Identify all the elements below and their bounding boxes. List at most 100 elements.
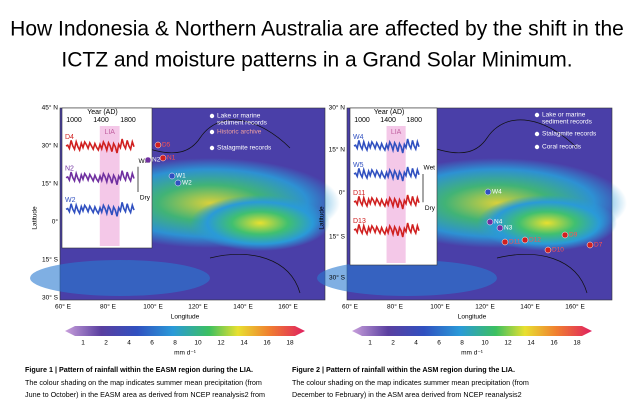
lon-tick-label: 80° E <box>387 303 404 311</box>
lon-tick-label: 140° E <box>520 303 540 311</box>
lia-label: LIA <box>104 129 115 136</box>
colorbar-tick-label: 8 <box>460 340 464 347</box>
wet-label: Wet <box>424 164 436 171</box>
caption-title: Figure 2 | Pattern of rainfall within th… <box>292 365 515 374</box>
inset-tick-label: 1800 <box>120 117 136 124</box>
inset-series <box>65 202 135 217</box>
legend-label: sediment records <box>217 120 268 127</box>
site-marker <box>174 179 182 187</box>
inset-series-label: D4 <box>65 134 74 141</box>
site-label: N2 <box>152 157 161 164</box>
caption-line: The colour shading on the map indicates … <box>25 378 262 387</box>
inset-tick-label: 1800 <box>406 117 422 124</box>
lon-tick-label: 100° E <box>430 303 450 311</box>
inset-series-label: W5 <box>353 162 364 169</box>
colorbar-tick-label: 4 <box>127 340 131 347</box>
site-label: N4 <box>494 219 503 226</box>
caption-line: December to February) in the ASM area de… <box>292 390 522 399</box>
colorbar-tick-label: 12 <box>217 340 225 347</box>
lon-tick-label: 100° E <box>143 303 163 311</box>
lon-tick-label: 60° E <box>342 303 359 311</box>
lon-tick-label: 160° E <box>565 303 585 311</box>
site-label: W4 <box>492 189 502 196</box>
lat-tick-label: 15° N <box>329 146 346 154</box>
rain-band <box>190 195 330 251</box>
colorbar <box>65 326 305 336</box>
site-label: W1 <box>176 173 186 180</box>
lat-tick-label: 45° N <box>42 104 59 112</box>
lat-tick-label: 30° S <box>42 294 59 302</box>
inset-series <box>65 170 135 185</box>
lon-tick-label: 120° E <box>188 303 208 311</box>
legend-label: Stalagmite records <box>217 145 272 152</box>
colorbar-unit: mm d⁻¹ <box>461 350 484 357</box>
y-axis-label: Latitude <box>319 206 326 230</box>
site-marker <box>486 218 494 226</box>
inset-title: Year (AD) <box>87 109 117 116</box>
site-marker <box>159 154 167 162</box>
site-marker <box>168 172 176 180</box>
colorbar-tick-label: 14 <box>240 340 248 347</box>
inset-series <box>353 166 420 182</box>
colorbar-tick-label: 2 <box>104 340 108 347</box>
site-label: N1 <box>167 155 176 162</box>
inset-tick-label: 1400 <box>93 117 109 124</box>
title-line: ICTZ and moisture patterns in a Grand So… <box>61 49 572 72</box>
caption-title: Figure 1 | Pattern of rainfall within th… <box>25 365 253 374</box>
colorbar-tick-label: 10 <box>194 340 202 347</box>
legend-label: Stalagmite records <box>542 131 597 138</box>
inset-tick-label: 1400 <box>380 117 396 124</box>
legend-label: Historic archive <box>217 129 262 136</box>
site-marker <box>544 246 552 254</box>
colorbar-tick-label: 14 <box>527 340 535 347</box>
legend-label: sediment records <box>542 119 593 126</box>
colorbar-tick-label: 18 <box>573 340 581 347</box>
site-marker <box>144 156 152 164</box>
colorbar-tick-label: 1 <box>81 340 85 347</box>
lon-tick-label: 80° E <box>100 303 117 311</box>
site-label: D9 <box>569 232 578 239</box>
lat-tick-label: 15° S <box>42 256 59 264</box>
rain-band <box>317 260 497 296</box>
legend-marker <box>209 145 215 151</box>
inset-series <box>65 138 135 154</box>
legend-marker <box>534 131 540 137</box>
inset-series-label: W4 <box>353 134 364 141</box>
x-axis-label: Longitude <box>171 314 200 321</box>
lon-tick-label: 160° E <box>278 303 298 311</box>
rain-band <box>477 195 617 251</box>
inset-series-label: D13 <box>353 218 366 225</box>
site-label: D7 <box>594 242 603 249</box>
legend-marker <box>209 129 215 135</box>
rain-band <box>30 260 210 296</box>
caption-line: June to October) in the EASM area as der… <box>25 390 265 399</box>
colorbar-tick-label: 6 <box>150 340 154 347</box>
lat-tick-label: 0° <box>339 189 346 197</box>
colorbar-tick-label: 10 <box>481 340 489 347</box>
site-marker <box>154 141 162 149</box>
legend-marker <box>534 144 540 150</box>
colorbar <box>352 326 592 336</box>
caption-line: The colour shading on the map indicates … <box>292 378 529 387</box>
site-label: D11 <box>509 239 521 246</box>
lia-label: LIA <box>391 129 402 136</box>
colorbar-tick-label: 16 <box>550 340 558 347</box>
y-axis-label: Latitude <box>32 206 39 230</box>
dry-label: Dry <box>425 205 436 212</box>
site-marker <box>586 241 594 249</box>
legend-marker <box>534 112 540 118</box>
inset-title: Year (AD) <box>374 109 404 116</box>
wet-label: Wet <box>139 158 151 165</box>
site-marker <box>484 188 492 196</box>
colorbar-tick-label: 1 <box>368 340 372 347</box>
lat-tick-label: 0° <box>52 218 59 226</box>
colorbar-tick-label: 8 <box>173 340 177 347</box>
dry-label: Dry <box>140 194 151 201</box>
lat-tick-label: 30° N <box>42 142 59 150</box>
title-line: How Indonesia & Northern Australia are a… <box>10 18 624 41</box>
colorbar-tick-label: 2 <box>391 340 395 347</box>
legend-label: Lake or marine <box>542 112 586 119</box>
colorbar-tick-label: 6 <box>437 340 441 347</box>
site-label: W2 <box>182 180 192 187</box>
